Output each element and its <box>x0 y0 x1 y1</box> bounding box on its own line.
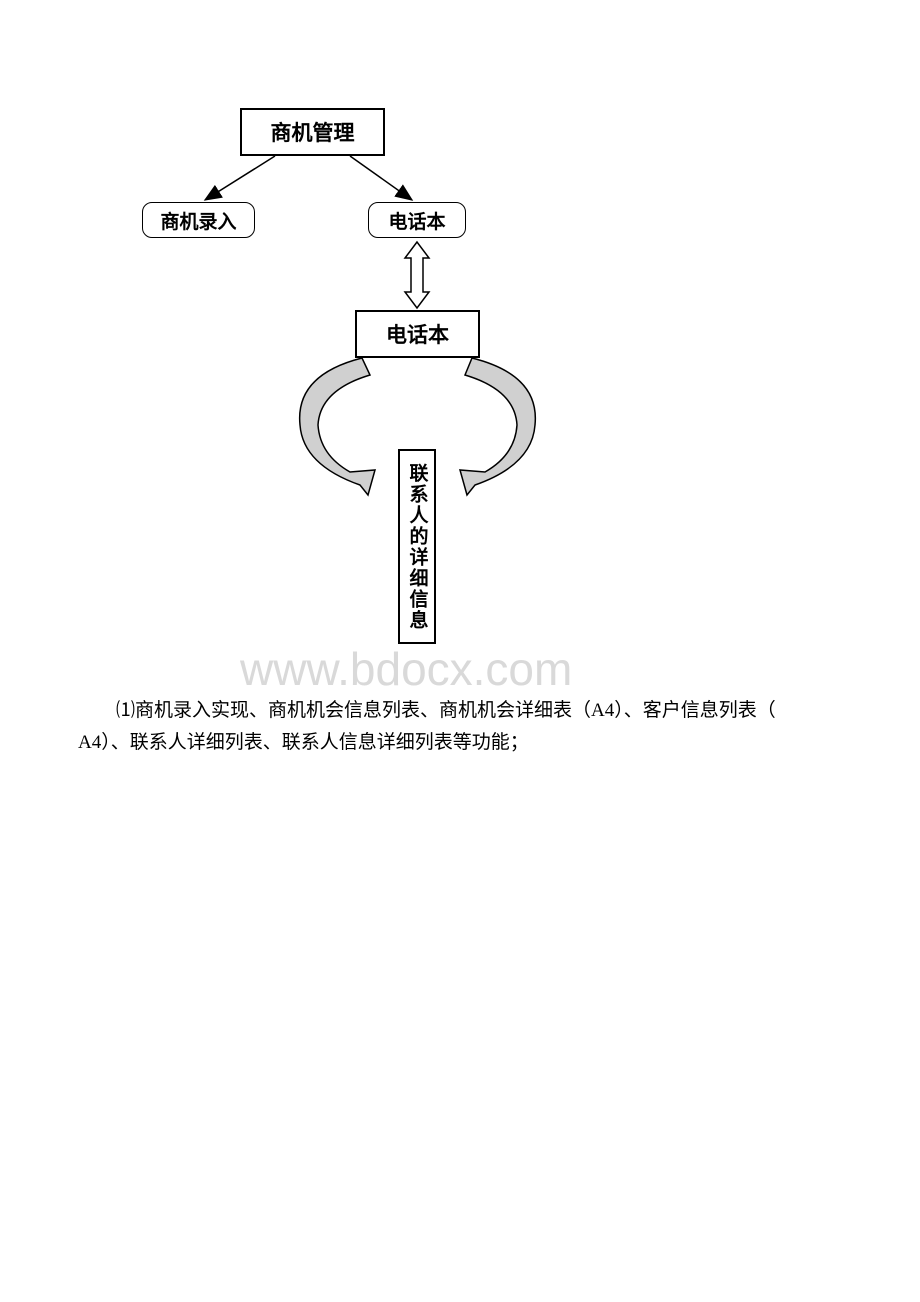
node-right-child-label: 电话本 <box>388 207 445 234</box>
body-text-line2: A4）、联系人详细列表、联系人信息详细列表等功能； <box>78 727 848 759</box>
node-root-label: 商机管理 <box>271 117 355 147</box>
node-left-child-label: 商机录入 <box>160 207 236 234</box>
node-root-box: 商机管理 <box>240 108 385 156</box>
node-right-child-box: 电话本 <box>368 202 466 238</box>
node-phonebook2-label: 电话本 <box>386 319 449 349</box>
body-text-block: ⑴商机录入实现、商机机会信息列表、商机机会详细表（A4）、客户信息列表（ A4）… <box>78 695 848 760</box>
node-contact-detail-box: 联系人的详细信息 <box>398 449 436 644</box>
diagram-container: 商机管理 商机录入 电话本 电话本 联系人的详细信息 <box>0 0 920 700</box>
bidirectional-arrow <box>405 242 429 308</box>
arrow-root-to-left <box>205 156 275 200</box>
arrow-root-to-right <box>350 156 412 200</box>
body-text-line1: ⑴商机录入实现、商机机会信息列表、商机机会详细表（A4）、客户信息列表（ <box>78 695 848 727</box>
node-phonebook2-box: 电话本 <box>355 310 480 358</box>
node-contact-detail-label: 联系人的详细信息 <box>404 463 431 631</box>
node-left-child-box: 商机录入 <box>142 202 255 238</box>
